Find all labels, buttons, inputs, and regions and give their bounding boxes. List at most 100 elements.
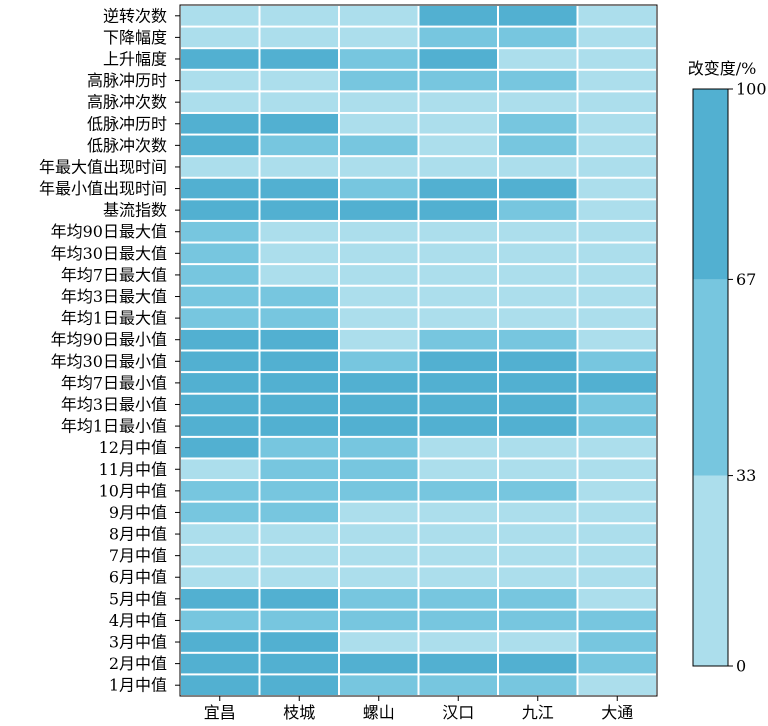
heatmap-cell	[340, 70, 418, 91]
heatmap-cell	[578, 221, 656, 242]
heatmap-cell	[499, 157, 577, 177]
heatmap-cell	[340, 200, 418, 220]
heatmap-cell	[181, 351, 259, 372]
heatmap-cell	[419, 329, 497, 350]
colorbar-band	[693, 475, 728, 666]
colorbar-band	[693, 279, 728, 476]
heatmap-cell	[181, 200, 259, 220]
colorbar-frame	[692, 88, 729, 667]
heatmap-cell	[181, 502, 259, 523]
heatmap-cell	[578, 632, 656, 652]
heatmap-cell	[419, 70, 497, 91]
heatmap-cell	[578, 589, 656, 609]
colorbar-tick-label: 33	[736, 466, 756, 485]
heatmap-cell	[260, 135, 338, 156]
heatmap-cell	[260, 437, 338, 458]
colorbar-tick-label: 0	[736, 657, 746, 676]
heatmap-cell	[260, 416, 338, 436]
column-label: 汉口	[442, 703, 474, 722]
heatmap-cell	[260, 49, 338, 69]
heatmap-cell	[419, 135, 497, 156]
heatmap-cell	[181, 589, 259, 609]
heatmap-cell	[499, 113, 577, 134]
heatmap-cell	[181, 135, 259, 156]
colorbar-tick-label: 100	[736, 80, 767, 99]
heatmap-cell	[340, 675, 418, 695]
colorbar-tick-label: 67	[736, 270, 756, 289]
heatmap-cell	[340, 49, 418, 69]
heatmap-cell	[181, 632, 259, 652]
row-label: 年均7日最小值	[61, 373, 167, 392]
heatmap-cell	[260, 610, 338, 631]
heatmap-cell	[181, 286, 259, 307]
heatmap-cell	[578, 394, 656, 415]
heatmap-cell	[260, 157, 338, 177]
heatmap-cell	[499, 437, 577, 458]
row-label: 10月中值	[99, 481, 167, 500]
row-label: 高脉冲历时	[87, 71, 167, 90]
heatmap-cell	[260, 178, 338, 199]
heatmap-cell	[181, 545, 259, 566]
column-label: 九江	[522, 703, 554, 722]
heatmap-cell	[578, 243, 656, 264]
row-label: 高脉冲次数	[87, 93, 167, 112]
heatmap-cell	[260, 329, 338, 350]
heatmap-cell	[260, 6, 338, 26]
heatmap-cell	[181, 113, 259, 134]
heatmap-cell	[578, 308, 656, 328]
heatmap-cell	[499, 545, 577, 566]
heatmap-cell	[181, 394, 259, 415]
row-label: 年均1日最大值	[61, 309, 167, 328]
heatmap-cell	[578, 6, 656, 26]
heatmap-cell	[499, 675, 577, 695]
heatmap-cell	[578, 329, 656, 350]
heatmap-cell	[419, 243, 497, 264]
heatmap-cell	[181, 49, 259, 69]
heatmap-cell	[260, 243, 338, 264]
heatmap-cell	[578, 545, 656, 566]
heatmap-cell	[499, 49, 577, 69]
heatmap-cell	[419, 286, 497, 307]
heatmap-cell	[419, 567, 497, 588]
heatmap-cell	[181, 373, 259, 393]
heatmap-cell	[181, 70, 259, 91]
heatmap-cell	[578, 265, 656, 285]
heatmap-cell	[260, 308, 338, 328]
heatmap-cell	[499, 567, 577, 588]
row-label: 年均3日最小值	[61, 395, 167, 414]
heatmap-cell	[499, 589, 577, 609]
heatmap-cell	[499, 416, 577, 436]
heatmap-cell	[578, 524, 656, 544]
heatmap-cell	[181, 437, 259, 458]
heatmap-cell	[340, 373, 418, 393]
heatmap-cell	[419, 6, 497, 26]
plot-frame	[179, 4, 658, 697]
heatmap-cell	[181, 524, 259, 544]
heatmap-cell	[499, 200, 577, 220]
heatmap-cell	[340, 286, 418, 307]
heatmap-cell	[419, 481, 497, 501]
heatmap-cell	[499, 351, 577, 372]
heatmap-cell	[419, 157, 497, 177]
heatmap-cell	[499, 632, 577, 652]
heatmap-cell	[578, 416, 656, 436]
heatmap-cell	[499, 178, 577, 199]
heatmap-cell	[260, 481, 338, 501]
heatmap-cell	[499, 6, 577, 26]
heatmap-cell	[578, 459, 656, 480]
heatmap-cell	[260, 265, 338, 285]
heatmap-cell	[419, 416, 497, 436]
heatmap-cell	[181, 567, 259, 588]
heatmap-cell	[340, 329, 418, 350]
heatmap-cell	[578, 610, 656, 631]
heatmap-cell	[419, 675, 497, 695]
heatmap-cell	[578, 113, 656, 134]
column-label: 螺山	[363, 703, 395, 722]
column-label: 宜昌	[204, 703, 236, 722]
heatmap-cell	[578, 178, 656, 199]
heatmap-cell	[340, 351, 418, 372]
heatmap-cell	[181, 265, 259, 285]
heatmap-cell	[181, 221, 259, 242]
heatmap-cell	[419, 265, 497, 285]
